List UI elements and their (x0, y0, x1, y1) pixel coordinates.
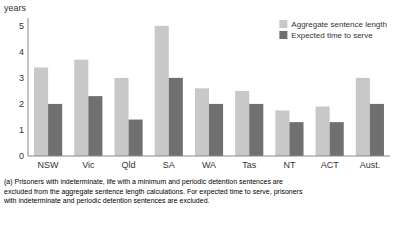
bar (34, 67, 48, 156)
bar (356, 78, 370, 156)
bar (209, 104, 223, 156)
y-axis-line (28, 18, 29, 156)
x-tick-label: WA (202, 160, 216, 170)
legend-swatch (279, 31, 287, 39)
x-tick-label: Vic (82, 160, 95, 170)
bar (370, 104, 384, 156)
bar (155, 26, 169, 156)
x-tick-label: ACT (321, 160, 340, 170)
y-tick-label: 2 (19, 99, 24, 109)
x-tick-label: Aust. (360, 160, 381, 170)
bar (249, 104, 263, 156)
bar (330, 122, 344, 156)
y-tick-label: 3 (19, 73, 24, 83)
x-tick-label: SA (163, 160, 175, 170)
x-tick-label: NT (283, 160, 295, 170)
y-tick-label: 1 (19, 125, 24, 135)
bar (169, 78, 183, 156)
x-axis-line (28, 156, 390, 157)
bar (88, 96, 102, 156)
x-tick-label: Qld (122, 160, 136, 170)
x-tick-label: NSW (38, 160, 60, 170)
bar (129, 120, 143, 156)
bar (74, 60, 88, 156)
y-tick-label: 5 (19, 21, 24, 31)
legend-label: Expected time to serve (291, 31, 373, 40)
y-tick-label: 0 (19, 151, 24, 161)
bar (195, 88, 209, 156)
y-tick-label: 4 (19, 47, 24, 57)
bar (114, 78, 128, 156)
legend-swatch (279, 20, 287, 28)
legend: Aggregate sentence length Expected time t… (279, 20, 387, 40)
bar (316, 107, 330, 156)
x-tick-label: Tas (242, 160, 257, 170)
legend-label: Aggregate sentence length (291, 20, 387, 29)
bar (48, 104, 62, 156)
bar (235, 91, 249, 156)
chart-svg: 0 1 2 3 4 5 NSW Vic Qld SA WA Tas NT ACT Aust. years Agg… (0, 0, 397, 227)
y-axis-label: years (4, 3, 27, 13)
bar (289, 122, 303, 156)
chart-container: 0 1 2 3 4 5 NSW Vic Qld SA WA Tas NT ACT Aust. years Agg… (0, 0, 397, 227)
bar (275, 110, 289, 156)
bars (34, 26, 384, 156)
footnote: (a) Prisoners with indeterminate, life w… (3, 178, 303, 205)
